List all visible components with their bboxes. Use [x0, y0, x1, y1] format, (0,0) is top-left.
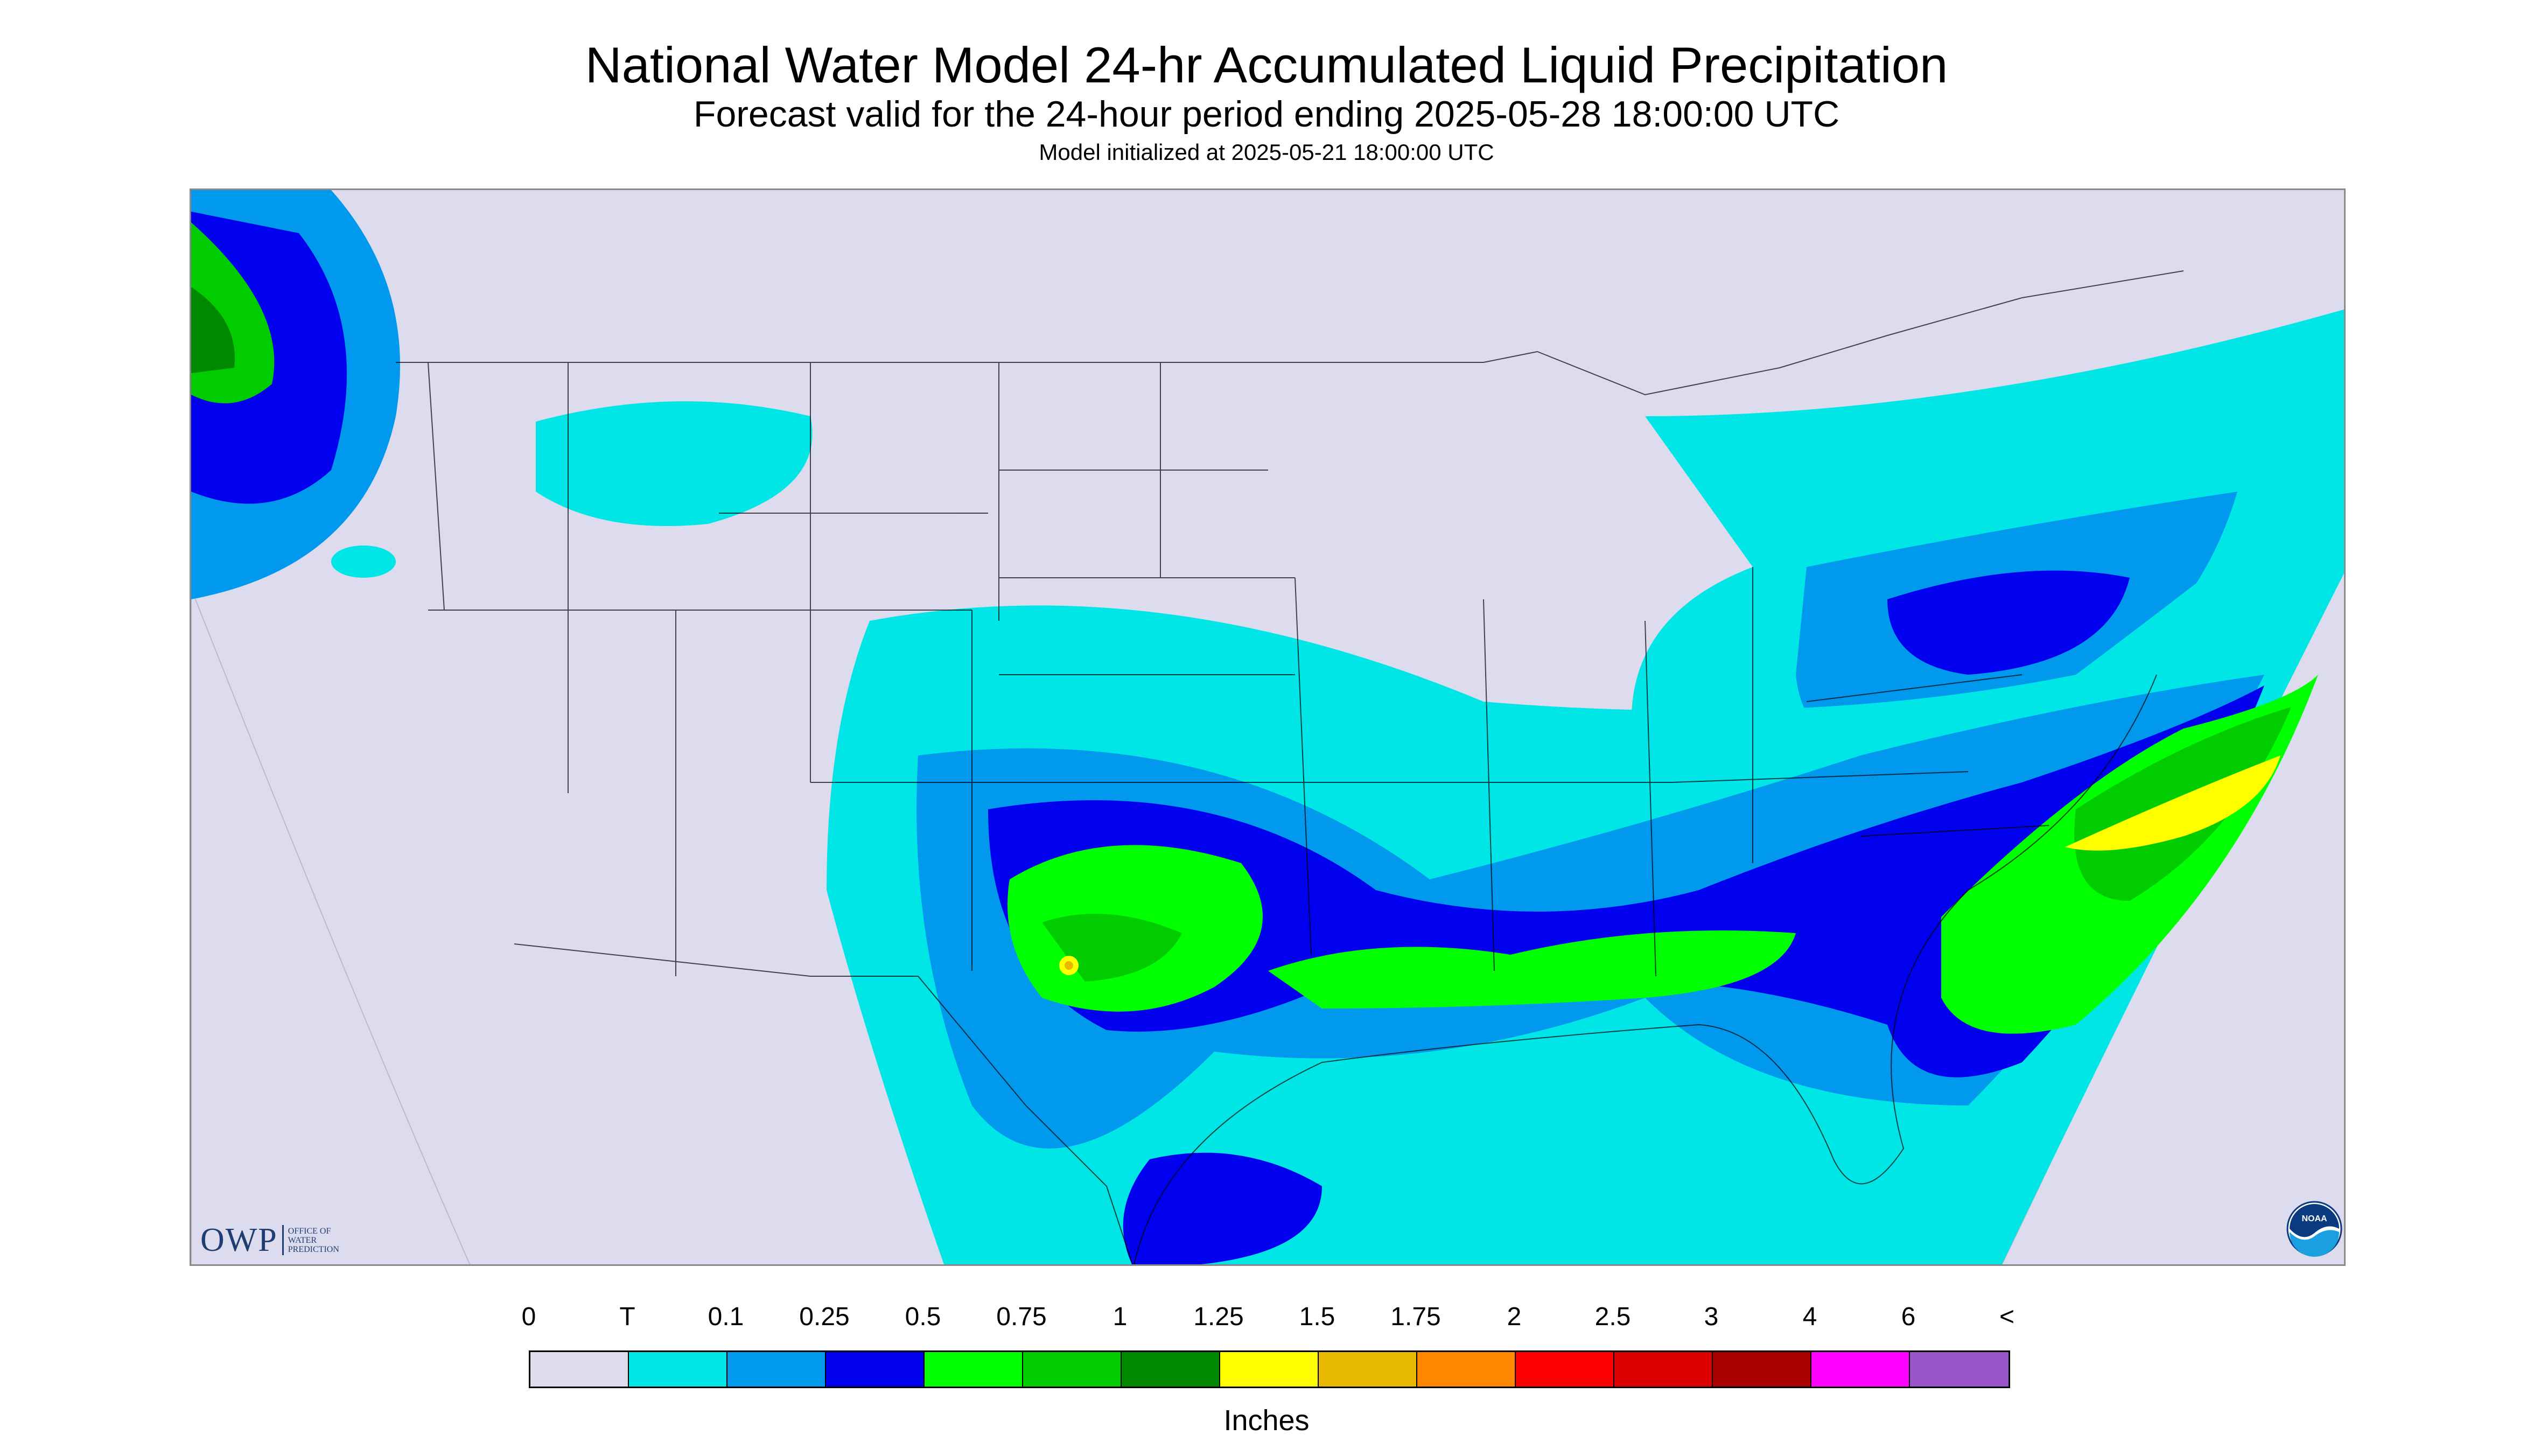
legend-swatch	[1713, 1352, 1811, 1387]
owp-logo-line3: PREDICTION	[288, 1244, 339, 1254]
legend-swatch	[1417, 1352, 1516, 1387]
legend-swatch	[727, 1352, 826, 1387]
legend-tick-label: 6	[1901, 1303, 1916, 1331]
owp-logo-line2: WATER	[288, 1235, 317, 1245]
precipitation-map	[190, 188, 2346, 1266]
legend-swatch	[530, 1352, 629, 1387]
precip-nrockies	[536, 401, 813, 526]
model-init-line: Model initialized at 2025-05-21 18:00:00…	[1039, 139, 1494, 165]
map-title: National Water Model 24-hr Accumulated L…	[585, 37, 1948, 93]
legend-swatch	[1220, 1352, 1319, 1387]
legend-swatch	[826, 1352, 925, 1387]
precip-atlantic-yellow	[2065, 755, 2280, 851]
legend-tick-label: 2.5	[1594, 1303, 1631, 1331]
owp-logo-text: OFFICE OF WATER PREDICTION	[288, 1227, 339, 1254]
legend-swatch	[1516, 1352, 1614, 1387]
legend-tick-label: 2	[1507, 1303, 1522, 1331]
legend-tick-labels: 0 T 0.1 0.25 0.5 0.75 1 1.25 1.5 1.75 2 2.5 3 4 6 <	[0, 1302, 2533, 1334]
map-left-wedge	[191, 588, 471, 1264]
legend-tick-label: 1.5	[1299, 1303, 1335, 1331]
legend-tick-label: 0.25	[799, 1303, 850, 1331]
precip-fields	[191, 190, 2344, 1264]
precip-northeast-blue	[1887, 570, 2130, 675]
legend-tick-label: 3	[1704, 1303, 1719, 1331]
legend-tick-label: 4	[1802, 1303, 1817, 1331]
precip-idaho	[331, 545, 396, 578]
legend-swatch	[629, 1352, 727, 1387]
owp-logo-divider	[282, 1225, 284, 1255]
legend-tick-label: 0	[521, 1303, 536, 1331]
border-canada	[396, 270, 2184, 396]
owp-logo-line1: OFFICE OF	[288, 1226, 331, 1236]
legend-tick-label: T	[619, 1303, 635, 1331]
border-mexico	[514, 943, 1133, 1264]
legend-swatch	[1811, 1352, 1910, 1387]
legend-tick-label: <	[1999, 1303, 2015, 1331]
state-lines-central	[972, 362, 1672, 955]
legend-units: Inches	[1223, 1404, 1310, 1437]
forecast-valid-subtitle: Forecast valid for the 24-hour period en…	[693, 94, 1840, 135]
legend-tick-label: 0.75	[996, 1303, 1047, 1331]
legend-tick-label: 0.5	[905, 1303, 941, 1331]
noaa-logo: NOAA	[2286, 1201, 2342, 1257]
legend-tick-label: 1.25	[1193, 1303, 1244, 1331]
legend-tick-label: 0.1	[708, 1303, 744, 1331]
precip-texas-orange	[1065, 961, 1073, 970]
owp-logo-letters: OWP	[200, 1221, 278, 1258]
state-lines-east	[1483, 567, 2049, 977]
precip-nw-dkgreen	[191, 287, 235, 373]
legend-swatch	[925, 1352, 1023, 1387]
gulf-coast	[1133, 674, 2157, 1264]
legend-swatch	[1910, 1352, 2009, 1387]
state-boundaries	[396, 270, 2184, 1264]
precip-gulf-green	[1268, 930, 1796, 1009]
precip-gulf-south-blue	[1123, 1152, 1322, 1264]
owp-logo: OWP OFFICE OF WATER PREDICTION	[200, 1222, 339, 1258]
precipitation-map-svg	[191, 190, 2344, 1264]
legend-swatch	[1319, 1352, 1417, 1387]
legend-swatch	[1614, 1352, 1713, 1387]
state-lines-west	[428, 362, 999, 976]
legend-colorbar	[529, 1350, 2010, 1388]
legend-swatch	[1023, 1352, 1122, 1387]
legend-swatch	[1122, 1352, 1220, 1387]
noaa-logo-text: NOAA	[2301, 1214, 2327, 1223]
legend-tick-label: 1.75	[1390, 1303, 1441, 1331]
legend-tick-label: 1	[1112, 1303, 1128, 1331]
